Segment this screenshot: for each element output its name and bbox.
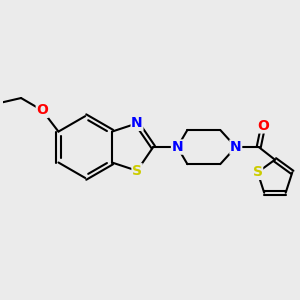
Text: N: N	[172, 140, 183, 154]
Text: N: N	[131, 116, 143, 130]
Text: O: O	[36, 103, 48, 117]
Text: S: S	[132, 164, 142, 178]
Text: N: N	[230, 140, 242, 154]
Text: O: O	[257, 119, 269, 133]
Text: S: S	[253, 165, 262, 179]
